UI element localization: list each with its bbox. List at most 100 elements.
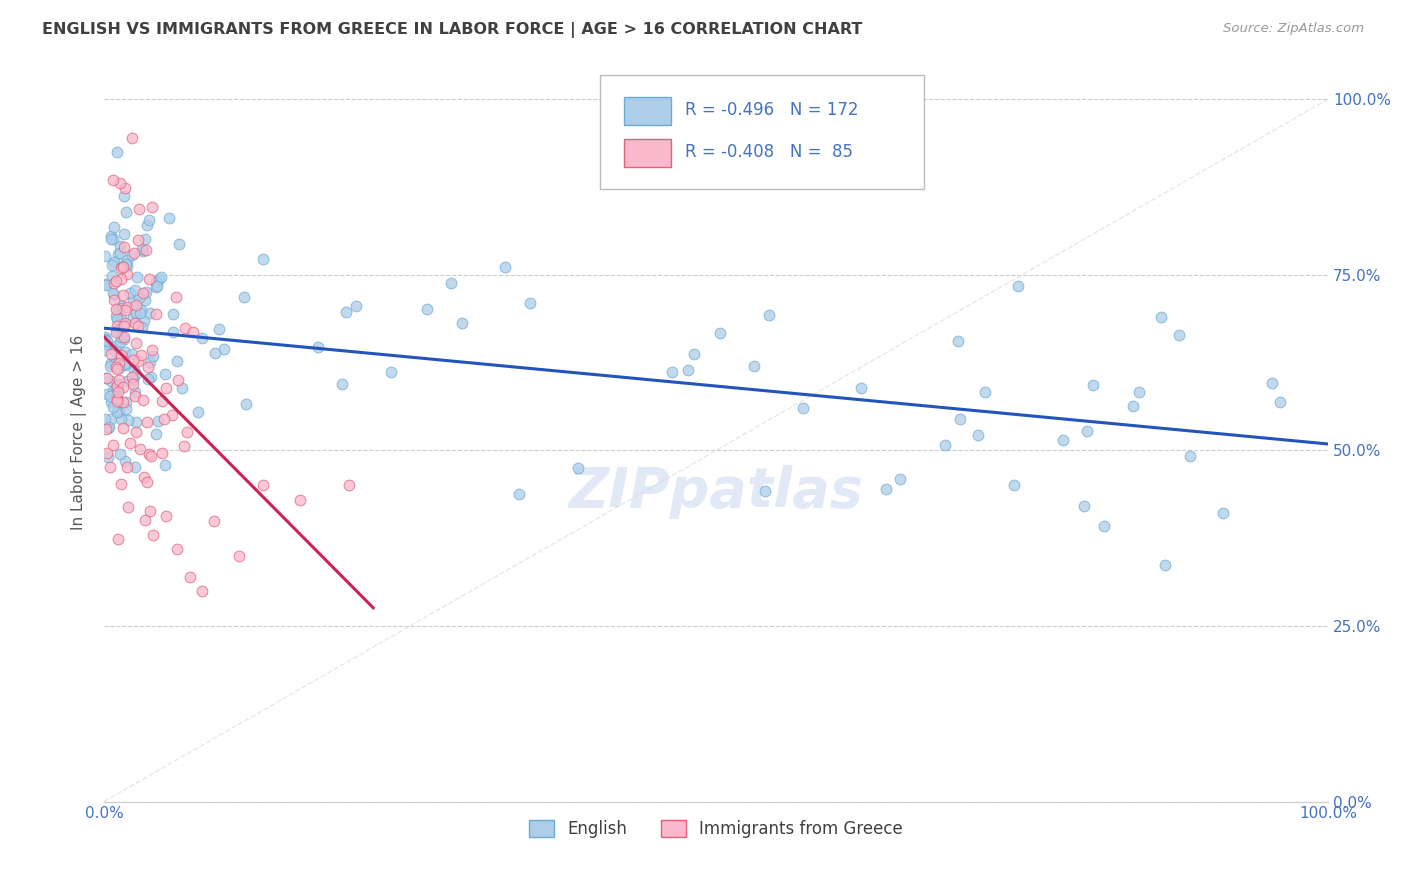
Point bbox=[98, 359, 121, 373]
Point bbox=[103, 288, 125, 302]
Point bbox=[100, 347, 122, 361]
Point bbox=[157, 211, 180, 225]
Point bbox=[112, 240, 135, 254]
Point bbox=[115, 267, 138, 281]
Point bbox=[128, 291, 150, 305]
Point bbox=[754, 484, 776, 499]
Point bbox=[115, 402, 138, 417]
Point bbox=[101, 438, 124, 452]
Point bbox=[136, 359, 159, 374]
Point bbox=[108, 373, 131, 387]
Point bbox=[107, 382, 129, 396]
Point bbox=[1073, 499, 1095, 513]
Point bbox=[124, 460, 146, 475]
Point bbox=[678, 363, 700, 377]
Point bbox=[142, 349, 165, 363]
Point bbox=[121, 248, 143, 262]
Point bbox=[172, 381, 194, 395]
Point bbox=[114, 358, 136, 372]
Point bbox=[111, 287, 134, 301]
Point bbox=[228, 549, 250, 563]
Point bbox=[112, 421, 135, 435]
Point bbox=[131, 348, 153, 362]
Point bbox=[129, 442, 152, 456]
Point bbox=[112, 394, 135, 409]
Point bbox=[96, 334, 118, 348]
Point bbox=[124, 283, 146, 297]
Point bbox=[96, 387, 118, 401]
FancyBboxPatch shape bbox=[600, 75, 924, 189]
Point bbox=[115, 205, 138, 219]
Point bbox=[117, 500, 139, 514]
Point bbox=[307, 340, 329, 354]
Point bbox=[134, 470, 156, 484]
Point bbox=[112, 227, 135, 241]
Point bbox=[129, 306, 152, 320]
Point bbox=[415, 301, 437, 316]
Point bbox=[94, 336, 117, 351]
Point bbox=[125, 336, 148, 351]
Point bbox=[105, 379, 128, 393]
Point bbox=[105, 362, 128, 376]
Point bbox=[141, 200, 163, 214]
Point bbox=[112, 358, 135, 372]
Point bbox=[129, 302, 152, 317]
Point bbox=[100, 374, 122, 388]
Point bbox=[682, 347, 704, 361]
Point bbox=[167, 236, 190, 251]
Point bbox=[107, 376, 129, 391]
Point bbox=[148, 272, 170, 286]
Point bbox=[174, 320, 197, 334]
Point bbox=[107, 384, 129, 399]
Point bbox=[114, 316, 136, 330]
Point bbox=[380, 365, 402, 379]
Point bbox=[974, 385, 997, 400]
Point bbox=[139, 450, 162, 464]
Point bbox=[101, 286, 124, 301]
Point bbox=[134, 243, 156, 257]
Point bbox=[96, 446, 118, 460]
Point bbox=[146, 279, 169, 293]
Point bbox=[103, 255, 125, 269]
Point bbox=[165, 290, 187, 304]
Point bbox=[235, 397, 257, 411]
Point bbox=[145, 307, 167, 321]
Point bbox=[181, 325, 204, 339]
Point bbox=[110, 272, 132, 286]
Point bbox=[849, 381, 872, 395]
Point bbox=[104, 274, 127, 288]
Point bbox=[107, 533, 129, 547]
Point bbox=[330, 376, 353, 391]
Point bbox=[100, 389, 122, 403]
Point bbox=[107, 360, 129, 375]
Point bbox=[132, 286, 155, 301]
Point bbox=[94, 332, 117, 346]
Point bbox=[141, 343, 163, 357]
Point bbox=[94, 330, 117, 344]
Point bbox=[104, 344, 127, 359]
Point bbox=[252, 252, 274, 267]
Point bbox=[758, 308, 780, 322]
Point bbox=[112, 380, 135, 394]
Point bbox=[105, 323, 128, 337]
Point bbox=[162, 325, 184, 339]
FancyBboxPatch shape bbox=[624, 139, 671, 168]
Point bbox=[132, 313, 155, 327]
Point bbox=[149, 270, 172, 285]
Point bbox=[107, 301, 129, 315]
Point bbox=[166, 372, 188, 386]
Point bbox=[115, 375, 138, 389]
Point bbox=[125, 415, 148, 429]
Point bbox=[98, 460, 121, 475]
Point bbox=[136, 415, 159, 429]
Point bbox=[121, 370, 143, 384]
Point bbox=[122, 363, 145, 377]
Point bbox=[875, 482, 897, 496]
Point bbox=[108, 356, 131, 370]
Point bbox=[508, 487, 530, 501]
Point bbox=[232, 290, 254, 304]
Point bbox=[138, 306, 160, 320]
Point bbox=[107, 405, 129, 419]
Point bbox=[120, 285, 142, 300]
Point bbox=[204, 346, 226, 360]
